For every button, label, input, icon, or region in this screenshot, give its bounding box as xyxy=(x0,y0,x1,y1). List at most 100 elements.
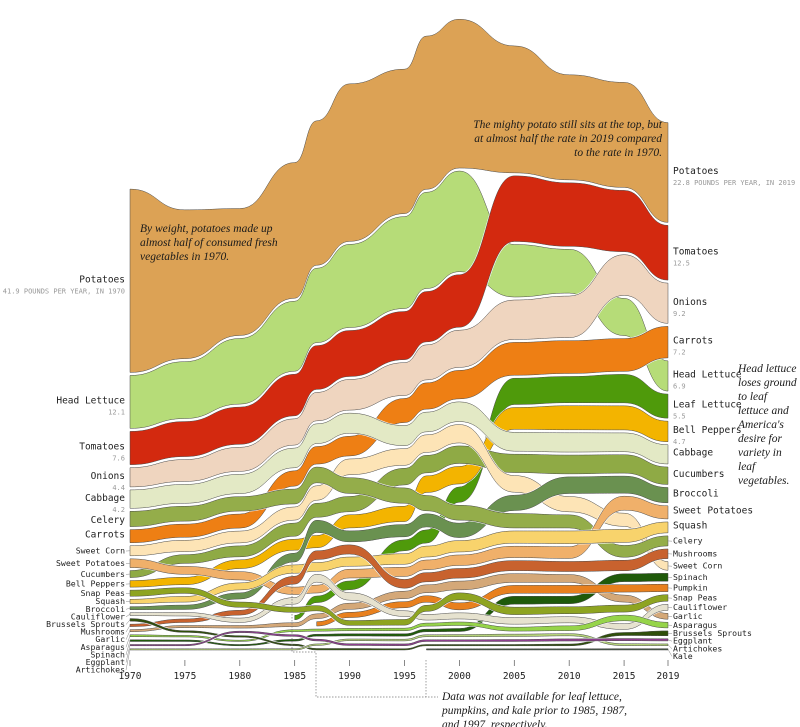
band-outline-celery xyxy=(129,466,669,558)
band-outline-pumpkin xyxy=(316,583,669,627)
left-label-snap-peas: Snap Peas xyxy=(81,588,125,598)
right-label-value: 5.5 xyxy=(673,413,686,421)
right-label-squash: Squash xyxy=(673,521,707,532)
left-label-value: 4.4 xyxy=(112,484,125,492)
right-label-mushrooms: Mushrooms xyxy=(673,549,717,559)
left-label-mushrooms: Mushrooms xyxy=(81,627,125,637)
left-label-carrots: Carrots xyxy=(85,529,125,540)
right-label-value: 6.9 xyxy=(673,383,686,391)
right-label-cucumbers: Cucumbers xyxy=(673,469,724,480)
left-label-value: 12.1 xyxy=(108,409,125,417)
band-outline-tomatoes xyxy=(129,175,669,465)
label-leader-line xyxy=(125,619,131,625)
left-label-value: 7.6 xyxy=(112,455,125,463)
left-label-celery: Celery xyxy=(91,515,126,526)
left-label-artichokes: Artichokes xyxy=(76,665,125,675)
right-label-value: 9.2 xyxy=(673,310,686,318)
label-leader-line xyxy=(667,639,673,642)
band-outline-sweet-potatoes xyxy=(129,495,669,595)
right-label-head-lettuce: Head Lettuce xyxy=(673,370,742,381)
right-label-tomatoes: Tomatoes xyxy=(673,246,719,257)
right-label-brussels-sprouts: Brussels Sprouts xyxy=(673,628,752,638)
left-label-sweet-potatoes: Sweet Potatoes xyxy=(56,558,125,568)
right-label-sweet-potatoes: Sweet Potatoes xyxy=(673,505,753,516)
band-outline-onions xyxy=(129,254,669,488)
band-outline-kale xyxy=(426,648,669,651)
x-tick-label: 2005 xyxy=(503,671,526,682)
label-leader-line xyxy=(667,644,673,649)
band-outline-cauliflower xyxy=(129,574,669,630)
left-label-broccoli: Broccoli xyxy=(86,604,126,614)
labels-layer: Potatoes 41.9 POUNDS PER YEAR, IN 1970 Hea… xyxy=(3,166,795,674)
left-label-bell-peppers: Bell Peppers xyxy=(66,579,125,589)
right-label-artichokes: Artichokes xyxy=(673,643,722,653)
right-label-kale: Kale xyxy=(673,651,693,661)
label-leader-line xyxy=(125,607,131,610)
right-label-onions: Onions xyxy=(673,297,707,308)
band-outline-cucumbers xyxy=(129,445,669,578)
annotation-potato-2019: The mighty potato still sits at the top,… xyxy=(473,119,662,159)
right-label-carrots: Carrots xyxy=(673,336,713,347)
left-label-asparagus: Asparagus xyxy=(81,642,125,652)
left-label-garlic: Garlic xyxy=(95,634,125,644)
band-outline-cabbage xyxy=(129,401,669,509)
bands-layer xyxy=(129,18,669,651)
right-label-pumpkin: Pumpkin xyxy=(673,583,708,593)
x-tick-label: 1995 xyxy=(393,671,416,682)
band-outline-bell-peppers xyxy=(129,405,669,588)
band-outline-leaf-lettuce xyxy=(294,374,669,620)
right-label-asparagus: Asparagus xyxy=(673,620,717,630)
band-outline-brussels-sprouts xyxy=(129,618,669,651)
left-label-brussels-sprouts: Brussels Sprouts xyxy=(46,619,125,629)
right-label-cabbage: Cabbage xyxy=(673,447,713,458)
right-label-potatoes: Potatoes xyxy=(673,166,719,177)
right-label-sweet-corn: Sweet Corn xyxy=(673,561,722,571)
x-tick-label: 2010 xyxy=(558,671,581,682)
right-label-value: 7.2 xyxy=(673,349,686,357)
band-outline-eggplant xyxy=(129,630,669,647)
right-label-leaf-lettuce: Leaf Lettuce xyxy=(673,400,742,411)
right-label-cauliflower: Cauliflower xyxy=(673,602,727,612)
x-axis: 1970 1975 1980 1985 1990 1995 2000 2005 2010 2015… xyxy=(119,660,680,682)
band-outline-mushrooms xyxy=(129,544,669,627)
leader-line-1985 xyxy=(291,560,438,698)
band-outline-garlic xyxy=(129,573,669,633)
band-outline-artichokes xyxy=(129,633,669,651)
x-tick-label: 1990 xyxy=(338,671,361,682)
right-label-celery: Celery xyxy=(673,536,703,546)
band-outline-carrots xyxy=(129,326,669,543)
band-outline-spinach xyxy=(129,573,669,647)
label-leader-line xyxy=(125,640,131,655)
x-tick-label: 2019 xyxy=(657,671,680,682)
left-label-cabbage: Cabbage xyxy=(85,493,125,504)
band-outline-head-lettuce xyxy=(129,170,669,429)
left-label-head-lettuce: Head Lettuce xyxy=(56,396,125,407)
label-leader-line xyxy=(667,649,673,657)
right-label-garlic: Garlic xyxy=(673,611,703,621)
x-tick-label: 1985 xyxy=(283,671,306,682)
x-tick-label: 2000 xyxy=(448,671,471,682)
left-label-tomatoes: Tomatoes xyxy=(79,442,125,453)
left-label-spinach: Spinach xyxy=(90,649,125,659)
band-outline-asparagus xyxy=(129,614,669,642)
left-label-value: 41.9 POUNDS PER YEAR, IN 1970 xyxy=(3,287,125,295)
left-label-squash: Squash xyxy=(95,596,125,606)
label-leader-line xyxy=(125,613,131,618)
label-leader-line xyxy=(125,649,131,671)
right-label-value: 12.5 xyxy=(673,259,690,267)
right-label-broccoli: Broccoli xyxy=(673,488,719,499)
label-leader-line xyxy=(125,645,131,663)
right-label-eggplant: Eggplant xyxy=(673,636,713,646)
right-label-value: 22.8 POUNDS PER YEAR, IN 2019 xyxy=(673,179,795,187)
right-label-snap-peas: Snap Peas xyxy=(673,593,717,603)
right-label-bell-peppers: Bell Peppers xyxy=(673,425,742,436)
x-tick-label: 2015 xyxy=(613,671,636,682)
x-tick-label: 1970 xyxy=(119,671,142,682)
right-label-spinach: Spinach xyxy=(673,572,708,582)
left-label-cauliflower: Cauliflower xyxy=(71,611,125,621)
left-label-eggplant: Eggplant xyxy=(86,657,126,667)
right-label-value: 4.7 xyxy=(673,438,686,446)
left-label-cucumbers: Cucumbers xyxy=(81,569,125,579)
